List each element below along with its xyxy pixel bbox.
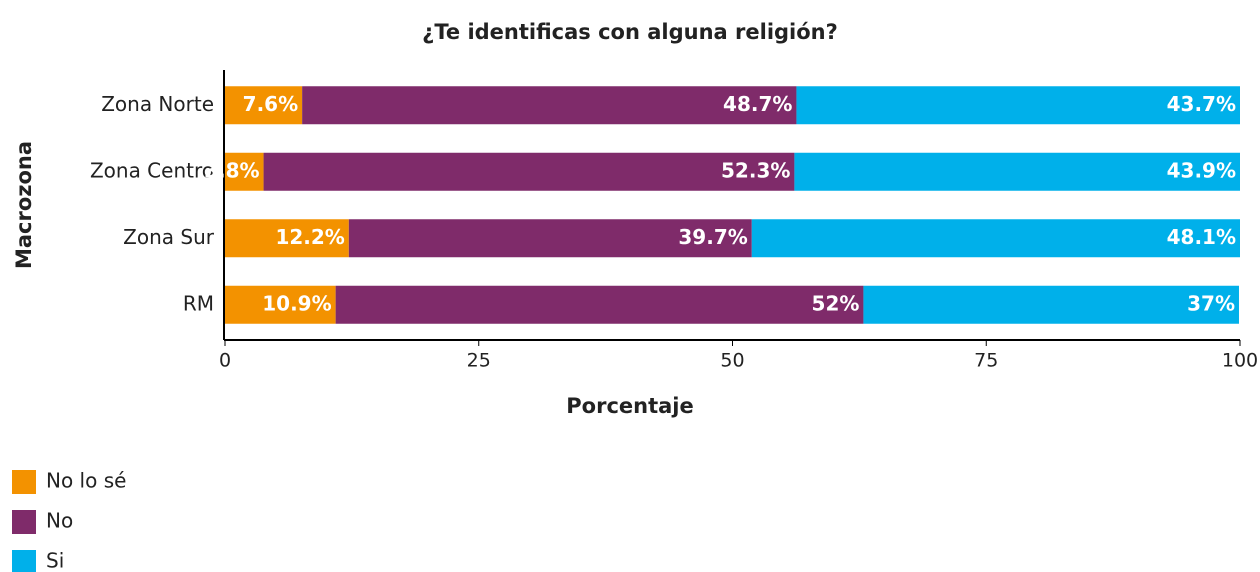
x-tick-label: 25 xyxy=(467,350,491,372)
bar-segment xyxy=(225,285,336,324)
x-tick-label: 0 xyxy=(219,350,231,372)
bar-segment xyxy=(794,152,1240,191)
value-label: 52% xyxy=(812,291,860,315)
x-axis-label: Porcentaje xyxy=(566,394,693,418)
bar-segment xyxy=(225,152,264,191)
value-label: 48.1% xyxy=(1167,225,1236,249)
legend-label: Si xyxy=(46,549,64,572)
chart-title: ¿Te identificas con alguna religión? xyxy=(422,20,838,44)
value-label: 39.7% xyxy=(678,225,747,249)
value-label: 3.8% xyxy=(204,158,259,182)
value-label: 12.2% xyxy=(275,225,344,249)
bar-segment xyxy=(335,285,864,324)
bar-segment xyxy=(263,152,795,191)
x-tick-label: 50 xyxy=(720,350,744,372)
bar-segment xyxy=(225,86,303,125)
legend-swatch xyxy=(12,470,36,494)
legend-swatch xyxy=(12,510,36,534)
value-label: 10.9% xyxy=(262,291,331,315)
y-tick-label: Zona Sur xyxy=(123,225,215,249)
value-label: 48.7% xyxy=(723,92,792,116)
y-axis-label: Macrozona xyxy=(12,141,36,269)
bar-segment xyxy=(348,219,752,258)
y-tick-label: Zona Norte xyxy=(101,92,214,116)
y-tick-label: Zona Centro xyxy=(90,158,214,182)
bar-segment xyxy=(302,86,797,125)
value-label: 7.6% xyxy=(243,92,298,116)
bar-segment xyxy=(796,86,1240,125)
legend-label: No lo sé xyxy=(46,469,126,493)
x-tick-label: 75 xyxy=(974,350,998,372)
bar-segment xyxy=(863,285,1239,324)
bar-segment xyxy=(751,219,1240,258)
value-label: 43.7% xyxy=(1167,92,1236,116)
x-tick-label: 100 xyxy=(1222,350,1258,372)
value-label: 52.3% xyxy=(721,158,790,182)
value-label: 43.9% xyxy=(1167,158,1236,182)
bar-segment xyxy=(225,219,349,258)
value-label: 37% xyxy=(1187,291,1235,315)
legend-swatch xyxy=(12,550,36,572)
y-tick-label: RM xyxy=(183,291,214,315)
legend-label: No xyxy=(46,509,73,533)
